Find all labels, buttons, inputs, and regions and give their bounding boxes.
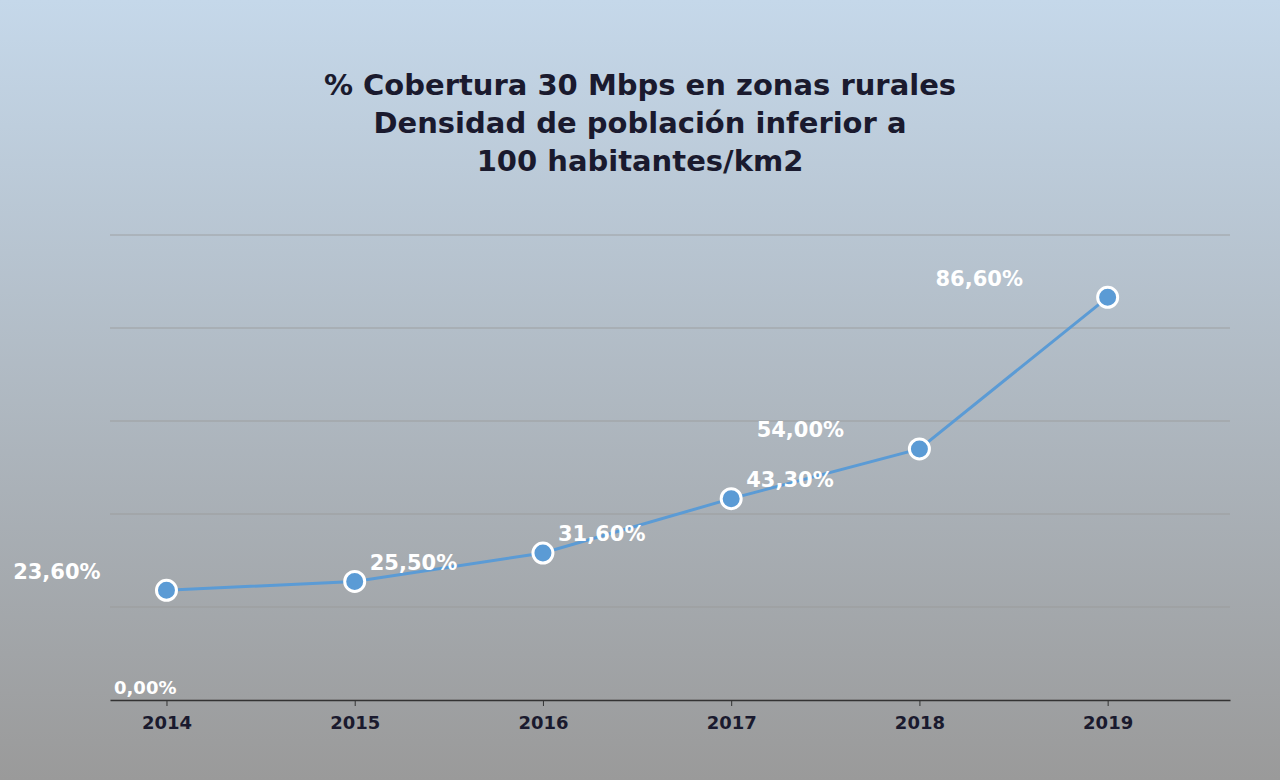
chart: % Cobertura 30 Mbps en zonas ruralesDens…	[0, 0, 1280, 780]
x-tick-label: 2017	[707, 712, 757, 733]
data-label: 43,30%	[746, 468, 833, 492]
annotation: 0,00%	[114, 677, 176, 698]
marker	[345, 571, 365, 591]
marker	[156, 580, 176, 600]
grid-line	[110, 514, 1230, 515]
data-label: 86,60%	[935, 267, 1022, 291]
line	[166, 297, 1107, 590]
data-label: 31,60%	[558, 522, 645, 546]
data-labels: 23,60% 25,50% 31,60% 43,30% 54,00% 86,60%	[13, 267, 1023, 584]
x-tick-label: 2018	[895, 712, 945, 733]
x-tick: 2019	[1083, 700, 1133, 733]
data-label: 54,00%	[757, 418, 844, 442]
grid-line	[110, 421, 1230, 422]
series	[156, 287, 1117, 600]
grid	[110, 235, 1230, 700]
plot: 2014 2015 2016 2017 2018 2019 23,60% 25,50% 31,6…	[13, 235, 1230, 733]
x-tick: 2018	[895, 700, 945, 733]
x-axis: 2014 2015 2016 2017 2018 2019	[111, 700, 1231, 733]
x-tick-label: 2019	[1083, 712, 1133, 733]
x-tick-label: 2015	[330, 712, 380, 733]
x-tick-label: 2014	[142, 712, 192, 733]
x-axis-line	[111, 700, 1231, 702]
marker	[909, 439, 929, 459]
x-tick-label: 2016	[518, 712, 568, 733]
x-tick-mark	[355, 700, 356, 706]
x-tick-mark	[166, 700, 167, 706]
data-label: 25,50%	[370, 551, 457, 575]
title: % Cobertura 30 Mbps en zonas ruralesDens…	[324, 68, 956, 178]
x-tick-mark	[543, 700, 544, 706]
data-label: 23,60%	[13, 560, 100, 584]
background	[0, 0, 1280, 780]
x-tick-mark	[731, 700, 732, 706]
marker	[533, 543, 553, 563]
grid-line	[110, 700, 1230, 701]
marker	[1098, 287, 1118, 307]
grid-line	[110, 328, 1230, 329]
x-tick: 2017	[707, 700, 757, 733]
x-tick: 2014	[142, 700, 192, 733]
grid-line	[110, 235, 1230, 236]
x-tick: 2016	[518, 700, 568, 733]
x-tick-mark	[919, 700, 920, 706]
x-tick-mark	[1108, 700, 1109, 706]
grid-line	[110, 607, 1230, 608]
x-tick: 2015	[330, 700, 380, 733]
marker	[721, 489, 741, 509]
